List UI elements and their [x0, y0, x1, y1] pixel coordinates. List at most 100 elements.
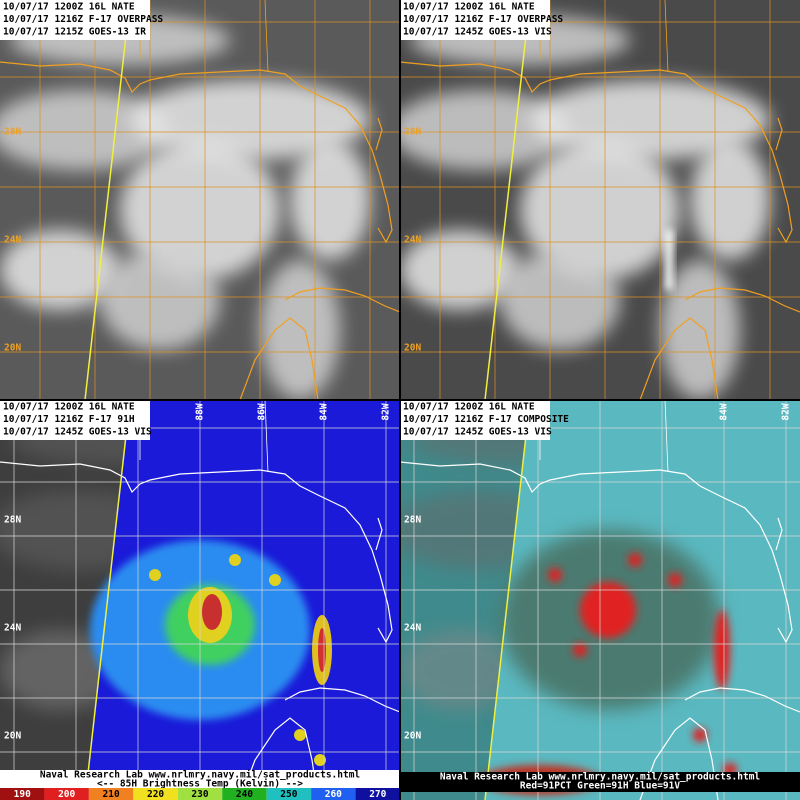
header-line: 10/07/17 1216Z F-17 91H — [3, 414, 135, 425]
colorbar-label: 210 — [103, 789, 120, 800]
cloud — [0, 630, 120, 710]
cloud — [400, 90, 570, 170]
header-line: 10/07/17 1216Z F-17 COMPOSITE — [403, 414, 569, 425]
cloud — [100, 250, 220, 350]
cloud — [400, 230, 520, 310]
coastline — [639, 717, 719, 800]
header-box — [0, 0, 150, 40]
lat-label: 24N — [4, 235, 21, 246]
footer-line: Naval Research Lab www.nrlmry.navy.mil/s… — [440, 772, 761, 783]
cloud — [520, 140, 680, 280]
coastline — [375, 117, 383, 151]
cell — [628, 553, 642, 567]
colorbar-segment — [133, 788, 178, 800]
coastline — [375, 517, 383, 551]
footer-line: Naval Research Lab www.nrlmry.navy.mil/s… — [40, 770, 361, 781]
header-line: 10/07/17 1216Z F-17 OVERPASS — [3, 14, 163, 25]
colorbar-segment — [222, 788, 267, 800]
coastline — [400, 61, 793, 244]
coastline — [400, 461, 793, 644]
cloud — [0, 230, 120, 310]
colorbar-segment — [0, 788, 45, 800]
colorbar-label: 260 — [325, 789, 342, 800]
header-line: 10/07/17 1216Z F-17 OVERPASS — [403, 14, 563, 25]
colorbar-label: 220 — [147, 789, 164, 800]
lat-label: 28N — [4, 127, 21, 138]
lon-label: 82W — [781, 403, 792, 420]
coastline — [0, 61, 393, 244]
coastline — [284, 687, 400, 713]
footer-box — [400, 772, 800, 792]
colorbar-label: 240 — [236, 789, 253, 800]
lon-label: 86W — [257, 403, 268, 420]
footer-line: Red=91PCT Green=91H Blue=91V — [520, 781, 680, 792]
coastline — [0, 461, 393, 644]
header-box — [0, 400, 150, 440]
header-line: 10/07/17 1200Z 16L NATE — [403, 402, 535, 413]
panel: 28N 24N 20N 88W 86W 84W 82W 10/07/17 1200Z 16L … — [0, 400, 400, 800]
header-box — [400, 0, 550, 40]
cloud — [260, 260, 340, 400]
coastline — [639, 317, 719, 400]
coastline — [684, 287, 800, 313]
header-line: 10/07/17 1215Z GOES-13 IR — [3, 27, 146, 38]
cell — [314, 754, 326, 766]
coastline — [684, 687, 800, 713]
coastline — [775, 117, 783, 151]
cell — [548, 568, 562, 582]
header-line: 10/07/17 1245Z GOES-13 VIS — [403, 427, 552, 438]
colorbar-label: 270 — [369, 789, 386, 800]
cloud — [0, 90, 170, 170]
header-line: 10/07/17 1200Z 16L NATE — [3, 2, 135, 13]
colorbar-label: 230 — [191, 789, 208, 800]
lat-label: 28N — [404, 127, 421, 138]
cell — [229, 554, 241, 566]
header-line: 10/07/17 1200Z 16L NATE — [3, 402, 135, 413]
coastline — [775, 517, 783, 551]
colorbar-segment — [266, 788, 312, 800]
band — [318, 628, 326, 672]
lat-label: 28N — [404, 515, 421, 526]
cloud — [690, 140, 770, 260]
cloud — [130, 80, 370, 160]
header-line: 10/07/17 1245Z GOES-13 VIS — [3, 427, 152, 438]
swath-edge — [484, 400, 531, 800]
lat-label: 20N — [4, 731, 21, 742]
cloud — [400, 630, 520, 710]
colorbar-segment — [311, 788, 356, 800]
lon-label: 84W — [719, 403, 730, 420]
cloud — [120, 140, 280, 280]
cloud — [530, 80, 770, 160]
lat-label: 24N — [404, 623, 421, 634]
header-line: 10/07/17 1245Z GOES-13 VIS — [403, 27, 552, 38]
swath-edge — [484, 0, 531, 400]
band — [714, 610, 730, 690]
coastline — [239, 317, 319, 400]
cloud — [290, 140, 370, 260]
lat-label: 24N — [404, 235, 421, 246]
header-box — [400, 400, 550, 440]
colorbar-label: 250 — [280, 789, 297, 800]
coastline — [239, 717, 319, 800]
lat-label: 28N — [4, 515, 21, 526]
lat-label: 24N — [4, 623, 21, 634]
lat-label: 20N — [4, 343, 21, 354]
colorbar-segment — [88, 788, 134, 800]
cell — [269, 574, 281, 586]
lon-label: 88W — [195, 403, 206, 420]
cell — [294, 729, 306, 741]
cell — [149, 569, 161, 581]
header-line: 10/07/17 1200Z 16L NATE — [403, 2, 535, 13]
cloud — [660, 260, 740, 400]
lon-label: 84W — [319, 403, 330, 420]
cell — [693, 728, 707, 742]
cloud-band — [665, 230, 673, 290]
coastline — [284, 287, 400, 313]
swath-edge — [84, 0, 131, 400]
cloud — [500, 250, 620, 350]
swath-edge — [84, 400, 131, 800]
cell — [668, 573, 682, 587]
